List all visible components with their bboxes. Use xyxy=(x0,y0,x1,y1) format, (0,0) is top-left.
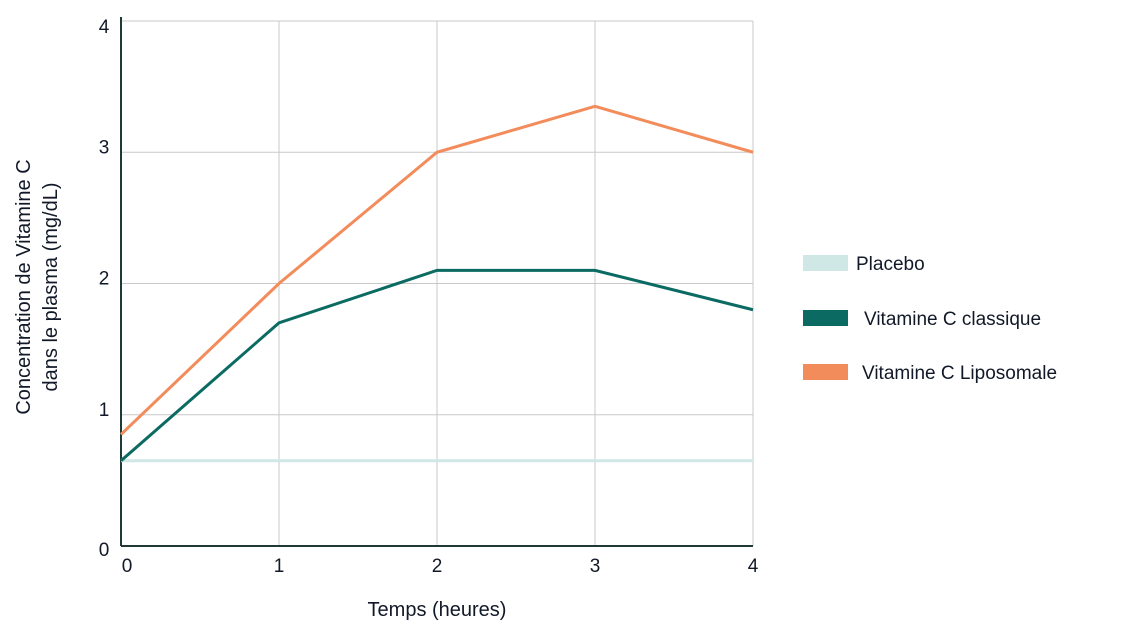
legend-swatch-placebo xyxy=(803,255,848,271)
y-tick-label-1: 1 xyxy=(99,400,110,421)
x-tick-label-0: 0 xyxy=(122,556,133,577)
legend-item-vitamine-c-liposomale: Vitamine C Liposomale xyxy=(803,363,1057,384)
legend-label-vitamine-c-classique: Vitamine C classique xyxy=(864,309,1041,330)
x-tick-label-4: 4 xyxy=(748,556,759,577)
y-tick-label-3: 3 xyxy=(99,137,110,158)
grid xyxy=(121,20,754,546)
x-axis-title: Temps (heures) xyxy=(368,599,507,621)
y-tick-label-2: 2 xyxy=(99,269,110,290)
legend-label-placebo: Placebo xyxy=(856,254,925,275)
legend-label-vitamine-c-liposomale: Vitamine C Liposomale xyxy=(862,363,1057,384)
y-tick-label-4: 4 xyxy=(99,17,110,38)
x-tick-label-2: 2 xyxy=(432,556,443,577)
series-line-vitamine-c-classique xyxy=(120,268,754,462)
legend-swatch-vitamine-c-liposomale xyxy=(803,364,848,380)
y-axis-title: Concentration de Vitamine C dans le plas… xyxy=(13,159,62,414)
legend-item-placebo: Placebo xyxy=(803,254,925,275)
y-axis-title-line-2: dans le plasma (mg/dL) xyxy=(40,183,62,392)
tick-labels: 0 1 2 3 4 0 1 2 3 4 xyxy=(99,17,759,577)
series-lines xyxy=(119,104,754,463)
axes xyxy=(120,17,753,547)
x-tick-label-3: 3 xyxy=(590,556,601,577)
series-line-vitamine-c-liposomale xyxy=(119,104,754,436)
legend-swatch-vitamine-c-classique xyxy=(803,310,848,326)
y-axis-title-line-1: Concentration de Vitamine C xyxy=(13,159,35,414)
legend: Placebo Vitamine C classique Vitamine C … xyxy=(803,254,1057,384)
x-tick-label-1: 1 xyxy=(274,556,285,577)
y-tick-label-0: 0 xyxy=(99,540,110,561)
axis-titles: Temps (heures) Concentration de Vitamine… xyxy=(13,159,506,621)
legend-item-vitamine-c-classique: Vitamine C classique xyxy=(803,309,1041,330)
